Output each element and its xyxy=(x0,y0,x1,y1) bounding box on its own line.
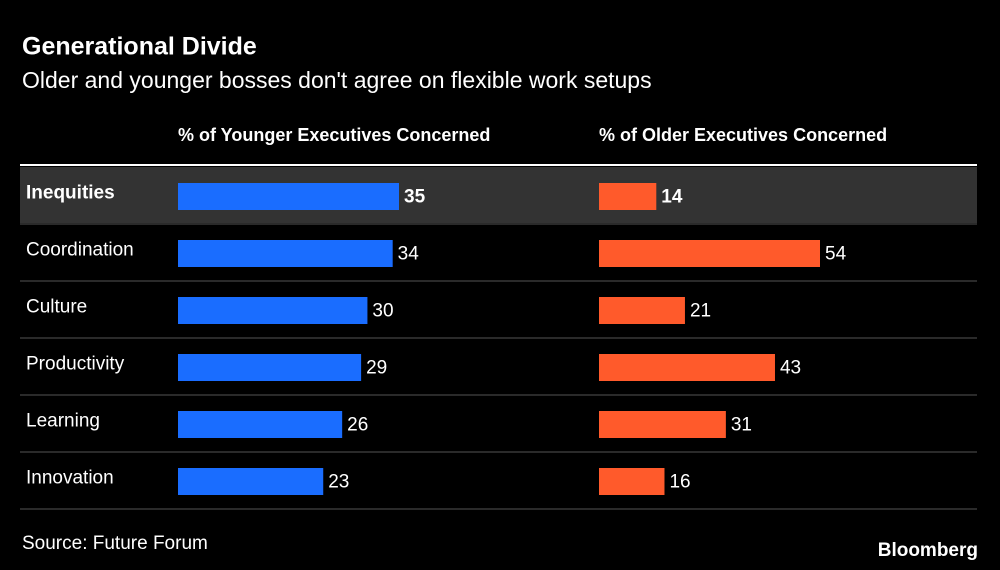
value-label: 29 xyxy=(366,358,387,379)
bar xyxy=(599,468,665,495)
chart-subtitle: Older and younger bosses don't agree on … xyxy=(22,67,652,93)
category-label: Learning xyxy=(26,411,100,432)
bar xyxy=(599,240,820,267)
row-highlight xyxy=(20,167,977,223)
source: Source: Future Forum xyxy=(22,533,208,554)
value-label: 34 xyxy=(398,244,420,265)
value-label: 31 xyxy=(731,415,752,436)
category-label: Culture xyxy=(26,297,87,318)
category-label: Coordination xyxy=(26,240,134,261)
bar xyxy=(178,468,324,495)
bar xyxy=(599,354,775,381)
value-label: 26 xyxy=(347,415,368,436)
value-label: 43 xyxy=(780,358,801,379)
panel-header: % of Older Executives Concerned xyxy=(599,125,887,145)
bar xyxy=(178,354,362,381)
bar xyxy=(178,240,393,267)
value-label: 23 xyxy=(328,472,349,493)
category-label: Productivity xyxy=(26,354,125,375)
bar xyxy=(178,411,343,438)
value-label: 21 xyxy=(690,301,711,322)
value-label: 30 xyxy=(372,301,393,322)
value-label: 16 xyxy=(669,472,690,493)
bar xyxy=(178,297,368,324)
panel-header: % of Younger Executives Concerned xyxy=(178,125,490,145)
bar xyxy=(599,183,657,210)
category-label: Inequities xyxy=(26,183,115,204)
bar xyxy=(599,411,726,438)
category-label: Innovation xyxy=(26,468,114,489)
value-label: 35 xyxy=(404,187,426,208)
value-label: 54 xyxy=(825,244,847,265)
brand: Bloomberg xyxy=(878,540,978,561)
value-label: 14 xyxy=(661,187,683,208)
chart-title: Generational Divide xyxy=(22,33,257,61)
bar xyxy=(178,183,399,210)
bar xyxy=(599,297,685,324)
